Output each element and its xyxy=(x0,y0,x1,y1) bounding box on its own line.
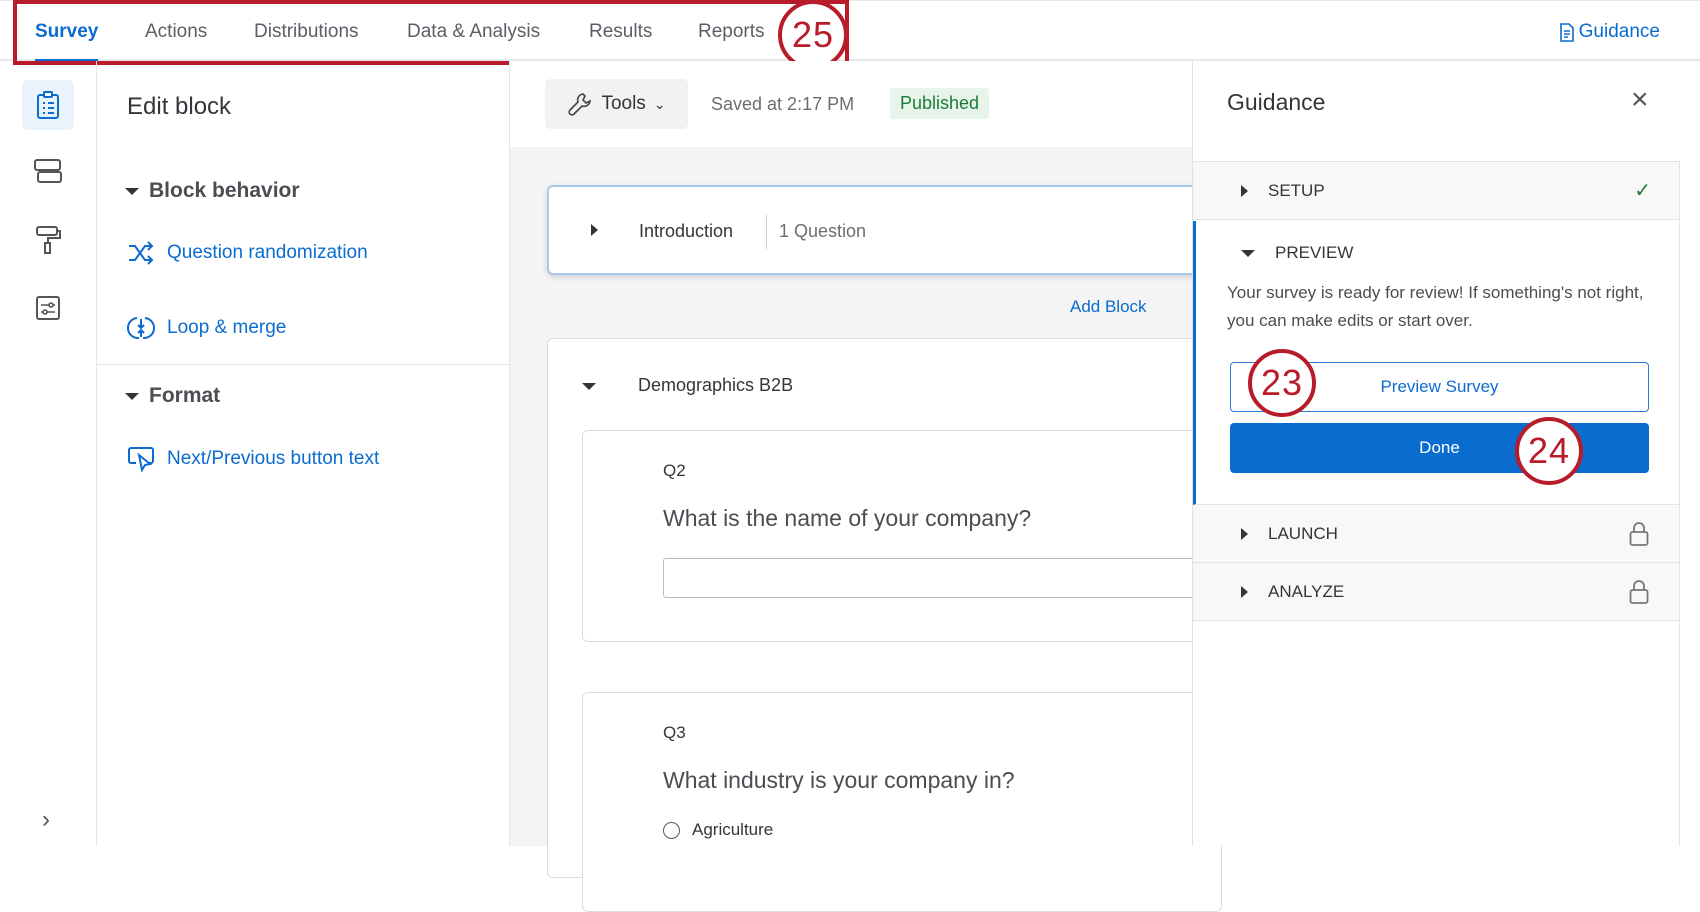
section-label: PREVIEW xyxy=(1275,243,1354,262)
done-button[interactable]: Done xyxy=(1230,423,1649,473)
question-randomization-link[interactable]: Question randomization xyxy=(127,241,368,265)
block-demographics: Demographics B2B Q2 What is the name of … xyxy=(547,338,1223,912)
question-q2[interactable]: Q2 What is the name of your company? xyxy=(582,430,1223,642)
block-introduction[interactable]: Introduction 1 Question xyxy=(547,185,1207,275)
saved-status: Saved at 2:17 PM xyxy=(711,94,855,114)
format-header[interactable]: Format xyxy=(125,384,220,408)
caret-right-icon[interactable] xyxy=(591,224,598,236)
rail-options-button[interactable] xyxy=(22,283,74,333)
rail-survey-button[interactable] xyxy=(22,80,74,130)
annotation-marker-25: 25 xyxy=(778,0,848,70)
checkmark-icon: ✓ xyxy=(1634,180,1651,202)
shuffle-icon xyxy=(129,241,154,265)
chevron-down-icon: ⌄ xyxy=(653,95,666,112)
survey-clipboard-icon xyxy=(37,91,59,119)
loop-merge-link[interactable]: Loop & merge xyxy=(127,314,286,342)
link-label: Question randomization xyxy=(167,242,368,263)
company-name-input[interactable] xyxy=(663,558,1223,598)
add-block-link[interactable]: Add Block xyxy=(1070,297,1147,316)
next-previous-button-text-link[interactable]: Next/Previous button text xyxy=(127,445,379,473)
tab-results[interactable]: Results xyxy=(589,21,653,42)
guidance-title: Guidance xyxy=(1227,89,1326,115)
top-nav: Survey Actions Distributions Data & Anal… xyxy=(0,0,1700,63)
tools-label: Tools xyxy=(601,93,646,114)
question-count: 1 Question xyxy=(779,221,867,241)
preview-header[interactable]: PREVIEW xyxy=(1241,243,1353,263)
loop-icon xyxy=(127,317,155,340)
section-label: LAUNCH xyxy=(1268,523,1338,543)
option-label: Agriculture xyxy=(692,820,774,839)
tab-data-analysis[interactable]: Data & Analysis xyxy=(407,21,541,42)
button-cursor-icon xyxy=(128,447,154,473)
caret-right-icon xyxy=(1241,585,1248,598)
rail-look-feel-button[interactable] xyxy=(22,215,74,265)
close-icon[interactable]: × xyxy=(1631,83,1649,116)
tab-reports[interactable]: Reports xyxy=(698,21,765,42)
caret-down-icon xyxy=(125,187,139,195)
question-id: Q3 xyxy=(663,723,686,742)
section-title: Format xyxy=(149,384,221,407)
section-setup[interactable]: SETUP ✓ xyxy=(1193,162,1679,220)
left-rail: › xyxy=(0,61,97,846)
published-badge: Published xyxy=(890,88,990,119)
guidance-link[interactable]: Guidance xyxy=(1559,21,1660,43)
lock-icon xyxy=(1629,521,1649,546)
divider xyxy=(766,215,767,249)
survey-canvas: Tools ⌄ Saved at 2:17 PM Published Intro… xyxy=(510,61,1223,912)
block-name: Introduction xyxy=(639,221,734,241)
rail-blocks-button[interactable] xyxy=(22,146,74,196)
section-analyze[interactable]: ANALYZE xyxy=(1193,563,1679,621)
block-name: Demographics B2B xyxy=(638,375,794,395)
annotation-marker-23: 23 xyxy=(1248,349,1316,417)
divider xyxy=(97,364,510,365)
divider xyxy=(1193,161,1679,162)
annotation-marker-24: 24 xyxy=(1515,417,1583,485)
wrench-icon xyxy=(568,93,592,116)
question-q3[interactable]: Q3 What industry is your company in? Agr… xyxy=(582,692,1222,912)
caret-right-icon xyxy=(1241,527,1248,540)
question-text: What is the name of your company? xyxy=(663,505,1032,531)
tab-actions[interactable]: Actions xyxy=(145,21,208,42)
blocks-icon xyxy=(34,159,62,183)
preview-description: Your survey is ready for review! If some… xyxy=(1227,283,1644,330)
guidance-document-icon xyxy=(1559,22,1574,42)
scrollbar-track[interactable] xyxy=(1679,161,1680,846)
section-label: SETUP xyxy=(1268,180,1325,200)
radio-button[interactable] xyxy=(663,821,680,839)
caret-right-icon xyxy=(1241,184,1248,197)
expand-rail-chevron-icon[interactable]: › xyxy=(42,806,50,833)
annotation-box xyxy=(13,0,849,65)
option-agriculture[interactable]: Agriculture xyxy=(663,820,773,840)
link-label: Next/Previous button text xyxy=(167,448,380,469)
block-behavior-header[interactable]: Block behavior xyxy=(125,179,300,203)
edit-block-title: Edit block xyxy=(127,93,232,120)
question-text: What industry is your company in? xyxy=(663,767,1015,793)
survey-options-icon xyxy=(36,296,60,320)
section-title: Block behavior xyxy=(149,179,300,202)
tab-distributions[interactable]: Distributions xyxy=(254,21,359,42)
edit-block-panel: Edit block Block behavior Question rando… xyxy=(97,61,510,846)
guidance-panel: Guidance × SETUP ✓ PREVIEW Your survey i… xyxy=(1192,61,1700,846)
guidance-link-label: Guidance xyxy=(1578,21,1660,42)
preview-survey-button[interactable]: Preview Survey xyxy=(1230,362,1649,412)
lock-icon xyxy=(1629,579,1649,604)
link-label: Loop & merge xyxy=(167,317,287,338)
caret-down-icon xyxy=(1241,249,1255,257)
tools-button[interactable]: Tools ⌄ xyxy=(545,79,688,129)
question-id: Q2 xyxy=(663,461,686,480)
caret-down-icon xyxy=(125,392,139,400)
look-and-feel-roller-icon xyxy=(36,226,61,254)
section-label: ANALYZE xyxy=(1268,581,1345,601)
survey-toolbar: Tools ⌄ Saved at 2:17 PM Published xyxy=(510,61,1192,147)
section-launch[interactable]: LAUNCH xyxy=(1193,505,1679,563)
caret-down-icon[interactable] xyxy=(582,383,596,390)
